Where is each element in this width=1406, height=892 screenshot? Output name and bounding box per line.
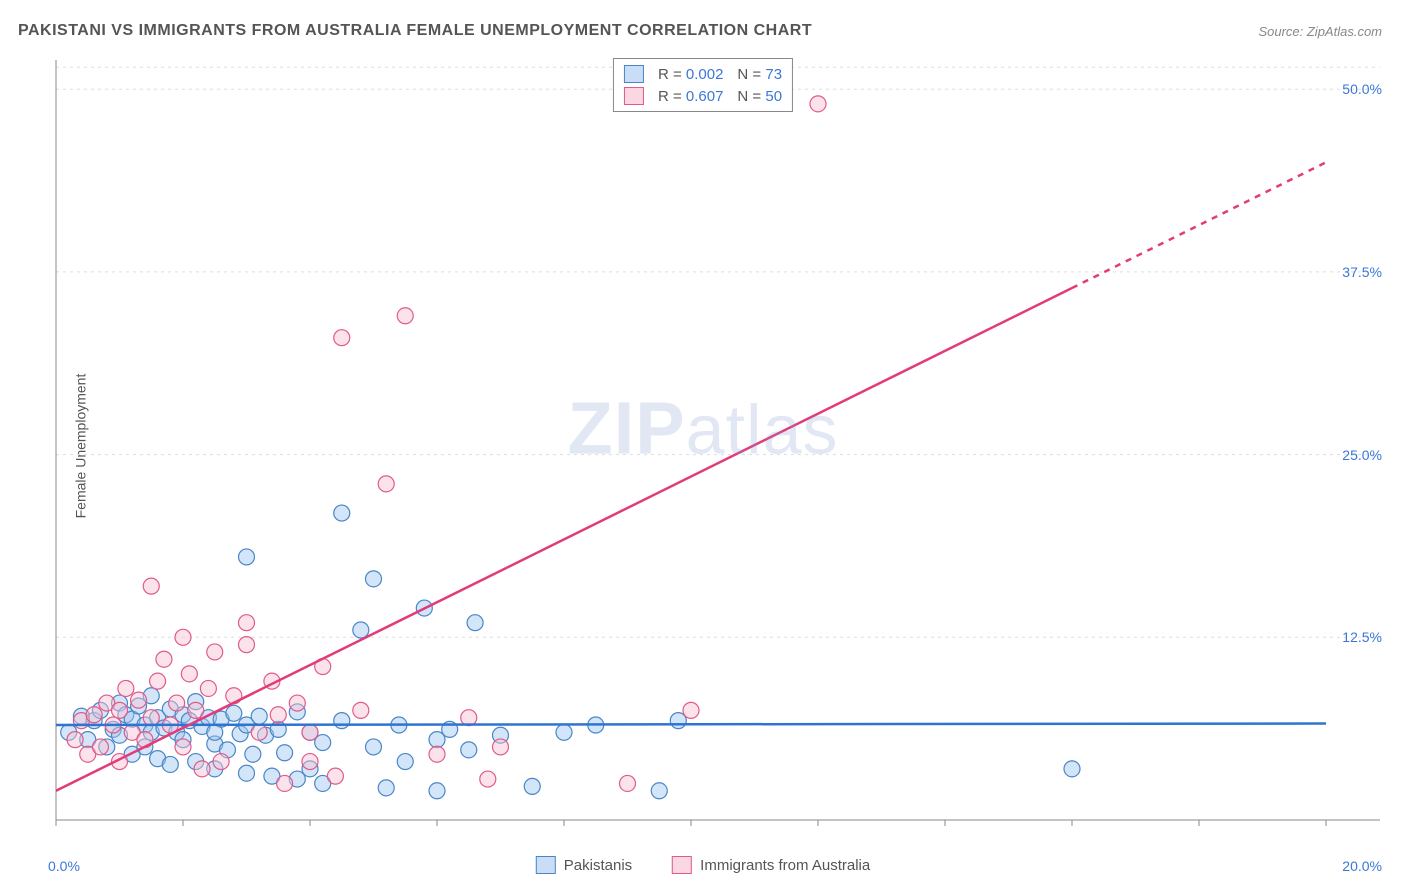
n-value: 50 bbox=[765, 88, 782, 105]
legend-item-series2: Immigrants from Australia bbox=[672, 856, 870, 874]
swatch-blue-icon bbox=[536, 856, 556, 874]
y-tick-label: 50.0% bbox=[1342, 81, 1382, 97]
y-tick-label: 12.5% bbox=[1342, 629, 1382, 645]
chart-title: PAKISTANI VS IMMIGRANTS FROM AUSTRALIA F… bbox=[18, 22, 812, 40]
x-axis-max-label: 20.0% bbox=[1342, 858, 1382, 874]
n-label: N = bbox=[737, 66, 761, 83]
legend-label: Pakistanis bbox=[564, 857, 632, 874]
r-label: R = bbox=[658, 66, 682, 83]
swatch-blue-icon bbox=[624, 65, 644, 83]
r-value: 0.607 bbox=[686, 88, 724, 105]
bottom-legend: Pakistanis Immigrants from Australia bbox=[536, 856, 870, 874]
swatch-pink-icon bbox=[672, 856, 692, 874]
n-value: 73 bbox=[765, 66, 782, 83]
r-value: 0.002 bbox=[686, 66, 724, 83]
scatter-plot-svg bbox=[50, 54, 1386, 838]
y-tick-label: 37.5% bbox=[1342, 264, 1382, 280]
stats-row-series2: R = 0.607 N = 50 bbox=[624, 85, 782, 107]
x-axis-min-label: 0.0% bbox=[48, 858, 80, 874]
source-attribution: Source: ZipAtlas.com bbox=[1258, 24, 1382, 39]
r-label: R = bbox=[658, 88, 682, 105]
correlation-stats-box: R = 0.002 N = 73 R = 0.607 N = 50 bbox=[613, 58, 793, 112]
chart-plot-area bbox=[50, 54, 1386, 838]
swatch-pink-icon bbox=[624, 87, 644, 105]
y-tick-label: 25.0% bbox=[1342, 447, 1382, 463]
stats-row-series1: R = 0.002 N = 73 bbox=[624, 63, 782, 85]
n-label: N = bbox=[737, 88, 761, 105]
legend-label: Immigrants from Australia bbox=[700, 857, 870, 874]
legend-item-series1: Pakistanis bbox=[536, 856, 632, 874]
